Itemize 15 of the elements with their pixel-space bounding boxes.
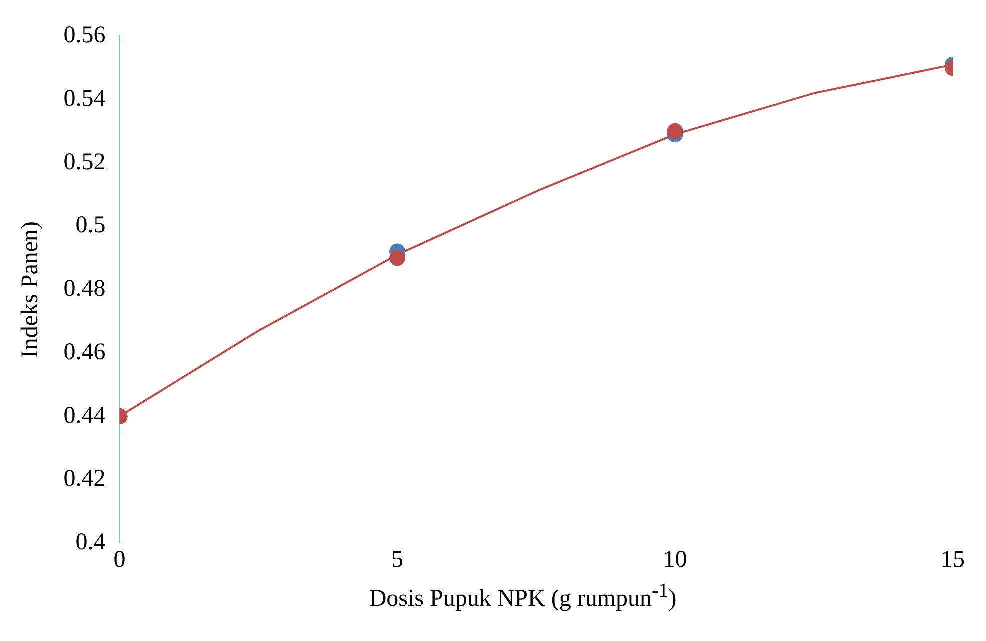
y-tick-label: 0.44	[64, 402, 106, 429]
y-tick-label: 0.52	[64, 149, 106, 176]
x-tick-label: 10	[663, 546, 688, 573]
x-tick-label: 15	[941, 546, 965, 573]
y-tick-label: 0.48	[64, 276, 106, 302]
y-tick-label: 0.4	[76, 529, 106, 556]
y-axis-title: Indeks Panen)	[18, 221, 44, 358]
y-tick-label: 0.56	[64, 22, 106, 49]
y-tick-label: 0.5	[76, 212, 106, 239]
y-tick-label: 0.54	[64, 86, 106, 112]
y-tick-label: 0.46	[64, 339, 106, 366]
x-tick-label: 0	[114, 546, 126, 573]
y-tick-label: 0.42	[64, 466, 106, 492]
x-tick-label: 5	[392, 546, 404, 573]
x-axis-title: Dosis Pupuk NPK (g rumpun$^{-1}$)	[368, 580, 678, 613]
